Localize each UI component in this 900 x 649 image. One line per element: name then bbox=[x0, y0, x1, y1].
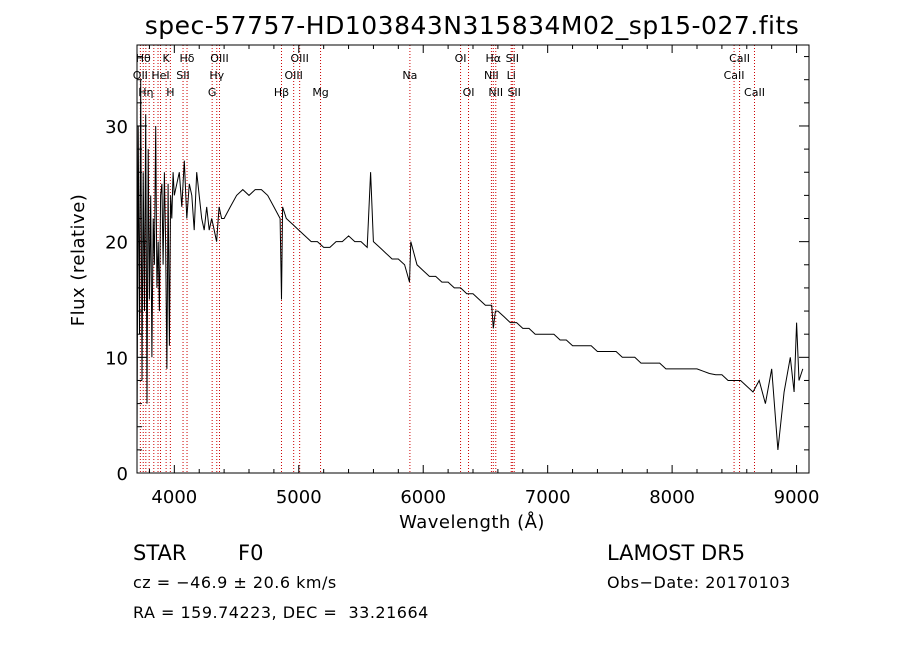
line-marker-label: G bbox=[208, 86, 217, 99]
object-class: STAR bbox=[133, 541, 187, 565]
line-marker-label: HeI bbox=[151, 69, 169, 82]
y-axis-ticks: 0 10 20 30 bbox=[105, 56, 809, 485]
observation-date: Obs−Date: 20170103 bbox=[607, 573, 791, 592]
y-axis-label: Flux (relative) bbox=[68, 194, 89, 327]
x-tick-label: 8000 bbox=[649, 487, 695, 508]
plot-frame bbox=[136, 44, 810, 474]
spectrum-chart: spec-57757-HD103843N315834M02_sp15-027.f… bbox=[68, 11, 820, 533]
line-marker-label: Li bbox=[507, 69, 516, 82]
line-marker-label: CaII bbox=[724, 69, 745, 82]
y-tick-label: 10 bbox=[105, 348, 128, 369]
line-marker-label: NII bbox=[484, 69, 499, 82]
x-axis-ticks: 4000 5000 6000 7000 8000 9000 bbox=[148, 45, 820, 508]
line-marker-label: OI bbox=[455, 52, 467, 65]
line-marker-label: Na bbox=[402, 69, 417, 82]
line-marker-label: CaII bbox=[744, 86, 765, 99]
line-marker-label: SII bbox=[506, 52, 519, 65]
line-marker-label: SII bbox=[176, 69, 189, 82]
line-marker-label: Hα bbox=[486, 52, 502, 65]
chart-title: spec-57757-HD103843N315834M02_sp15-027.f… bbox=[145, 11, 800, 40]
spectrum-line bbox=[136, 79, 804, 450]
coordinates: RA = 159.74223, DEC = 33.21664 bbox=[133, 603, 429, 622]
line-marker-label: Hη bbox=[138, 86, 153, 99]
spectral-line-labels: OIIHθHηHeIKHSIIHδGHγOIIIHβOIIIOIIIMgNaOI… bbox=[133, 52, 765, 99]
x-axis-label: Wavelength (Å) bbox=[399, 511, 545, 533]
line-marker-label: SII bbox=[507, 86, 520, 99]
line-marker-label: Hβ bbox=[274, 86, 289, 99]
line-marker-label: CaII bbox=[729, 52, 750, 65]
y-tick-label: 0 bbox=[117, 464, 128, 485]
line-marker-label: H bbox=[166, 86, 174, 99]
line-marker-label: OI bbox=[463, 86, 475, 99]
line-marker-label: OIII bbox=[210, 52, 228, 65]
x-tick-label: 5000 bbox=[276, 487, 322, 508]
line-marker-label: Mg bbox=[312, 86, 328, 99]
line-marker-label: Hδ bbox=[180, 52, 195, 65]
x-tick-label: 7000 bbox=[525, 487, 571, 508]
line-marker-label: OIII bbox=[290, 52, 308, 65]
object-subclass: F0 bbox=[238, 541, 264, 565]
line-marker-label: OIII bbox=[284, 69, 302, 82]
spectral-line-markers bbox=[139, 45, 755, 473]
survey-name: LAMOST DR5 bbox=[607, 541, 746, 565]
x-tick-label: 6000 bbox=[400, 487, 446, 508]
redshift-cz: cz = −46.9 ± 20.6 km/s bbox=[133, 573, 337, 592]
y-tick-label: 20 bbox=[105, 233, 128, 254]
x-tick-label: 9000 bbox=[774, 487, 820, 508]
line-marker-label: Hθ bbox=[136, 52, 151, 65]
y-tick-label: 30 bbox=[105, 117, 128, 138]
line-marker-label: NII bbox=[488, 86, 503, 99]
line-marker-label: Hγ bbox=[209, 69, 224, 82]
line-marker-label: K bbox=[163, 52, 171, 65]
x-tick-label: 4000 bbox=[151, 487, 197, 508]
